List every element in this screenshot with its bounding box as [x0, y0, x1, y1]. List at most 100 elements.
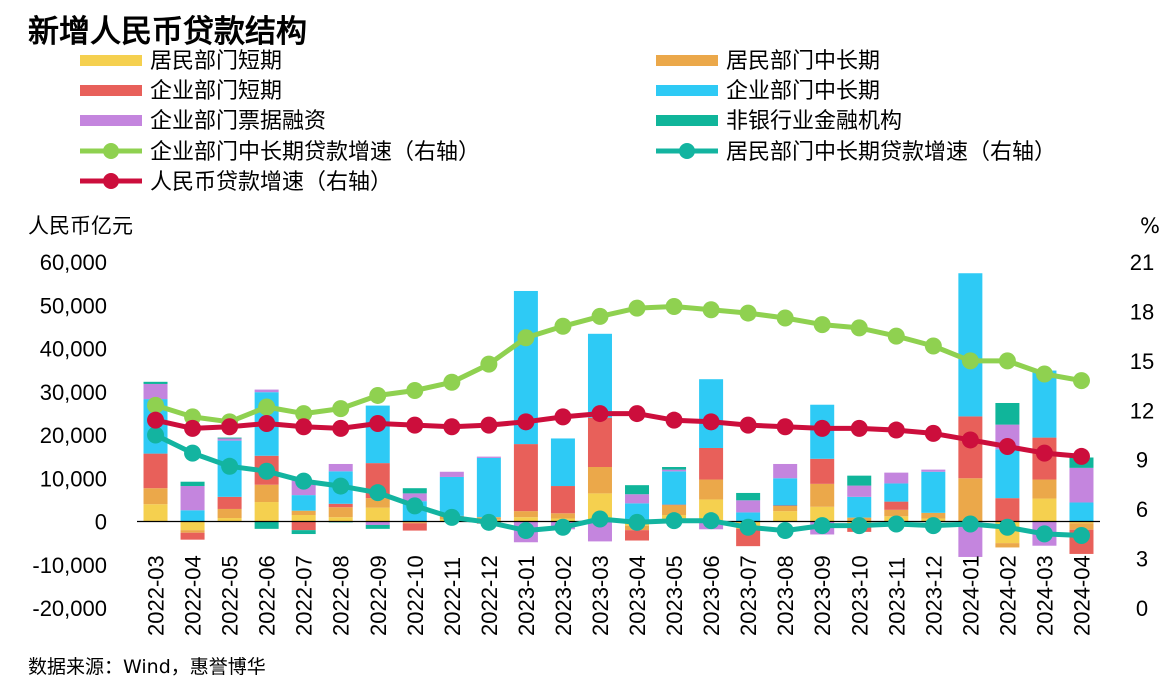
bar-segment — [513, 444, 538, 512]
y-left-tick-label: 20,000 — [40, 423, 107, 448]
bar-segment — [662, 504, 687, 506]
line-point — [295, 405, 313, 423]
line-point — [850, 319, 868, 337]
legend-marker — [103, 143, 119, 159]
chart-title: 新增人民币贷款结构 — [28, 14, 307, 50]
legend-swatch — [80, 115, 142, 126]
legend-label: 非银行业金融机构 — [726, 109, 902, 134]
legend-label: 企业部门短期 — [150, 79, 282, 104]
bar-segment — [810, 458, 835, 484]
bar-segment — [550, 438, 575, 487]
bar-segment — [328, 463, 353, 472]
line-point — [702, 301, 720, 319]
line-point — [739, 416, 757, 434]
legend-swatch — [656, 85, 718, 96]
line-point — [1072, 372, 1090, 390]
line-point — [184, 444, 202, 462]
legend-label: 居民部门短期 — [150, 49, 282, 74]
legend-label: 企业部门中长期贷款增速（右轴） — [150, 140, 480, 165]
line-point — [1072, 527, 1090, 545]
x-tick-label: 2023-12 — [921, 555, 946, 636]
line-point — [147, 426, 165, 444]
legend-label: 人民币贷款增速（右轴） — [150, 170, 392, 195]
y-axis-right: 0 3 6 9 12 15 18 21 — [1130, 250, 1154, 621]
bar-segment — [180, 481, 205, 487]
bar-segment — [217, 438, 242, 441]
y-left-tick-label: -20,000 — [32, 596, 107, 621]
line-point — [295, 472, 313, 490]
bar-segment — [402, 493, 427, 502]
bar-segment — [143, 504, 168, 522]
line-point — [776, 522, 794, 540]
source-note: 数据来源：Wind，惠誉博华 — [28, 656, 266, 678]
bar-segment — [328, 503, 353, 508]
line-point — [961, 352, 979, 370]
bar-segment — [254, 521, 279, 529]
bar-segment — [736, 500, 761, 513]
line-point — [665, 411, 683, 429]
bar-segment — [1069, 502, 1094, 522]
line-point — [147, 396, 165, 414]
bar-segment — [773, 463, 798, 479]
y-left-tick-label: 60,000 — [40, 250, 107, 275]
y-right-tick-label: 12 — [1130, 398, 1154, 423]
y-left-tick-label: 30,000 — [40, 380, 107, 405]
series-line — [154, 304, 1082, 425]
line-point — [961, 431, 979, 449]
bar-segment — [736, 512, 761, 522]
legend-swatch — [656, 115, 718, 126]
bar-segment — [217, 518, 242, 522]
bar-segment — [847, 485, 872, 497]
y-left-tick-label: -10,000 — [32, 553, 107, 578]
line-point — [443, 508, 461, 526]
x-tick-label: 2023-01 — [514, 555, 539, 636]
x-tick-label: 2022-09 — [366, 555, 391, 636]
bar-segment — [291, 495, 316, 511]
y-left-tick-label: 0 — [95, 510, 107, 535]
bar-segment — [291, 510, 316, 516]
line-point — [480, 513, 498, 531]
x-tick-label: 2023-05 — [662, 555, 687, 636]
bar-segment — [180, 530, 205, 533]
x-tick-label: 2023-04 — [625, 555, 650, 636]
bar-segment — [773, 478, 798, 506]
line-point — [924, 424, 942, 442]
bar-segment — [180, 521, 205, 531]
line-point — [332, 400, 350, 418]
line-point — [517, 413, 535, 431]
line-point — [554, 408, 572, 426]
bar-segment — [625, 485, 650, 495]
x-tick-label: 2024-04 — [1069, 555, 1094, 636]
bar-segment — [365, 507, 390, 522]
bar-segment — [587, 333, 612, 418]
bar-segment — [476, 456, 501, 458]
bar-segment — [699, 447, 724, 480]
x-tick-label: 2023-06 — [699, 555, 724, 636]
line-point — [702, 512, 720, 530]
bar-segment — [587, 521, 612, 542]
line-point — [813, 316, 831, 334]
line-point — [221, 418, 239, 436]
bar-segment — [847, 475, 872, 486]
line-point — [887, 421, 905, 439]
line-point — [961, 515, 979, 533]
bar-segment — [550, 513, 575, 519]
x-tick-label: 2022-11 — [440, 557, 465, 636]
bar-segment — [662, 471, 687, 505]
bar-segment — [143, 381, 168, 384]
x-tick-label: 2023-11 — [884, 557, 909, 636]
bar-segment — [365, 405, 390, 464]
line-point — [591, 405, 609, 423]
legend-marker — [103, 173, 119, 189]
bar-segment — [625, 494, 650, 504]
legend-swatch — [80, 85, 142, 96]
bar-segment — [1032, 479, 1057, 499]
line-point — [998, 518, 1016, 536]
bar-segment — [254, 484, 279, 503]
series-line — [154, 411, 1082, 459]
y-right-tick-label: 9 — [1136, 448, 1148, 473]
x-tick-label: 2023-02 — [551, 555, 576, 636]
line-point — [628, 405, 646, 423]
